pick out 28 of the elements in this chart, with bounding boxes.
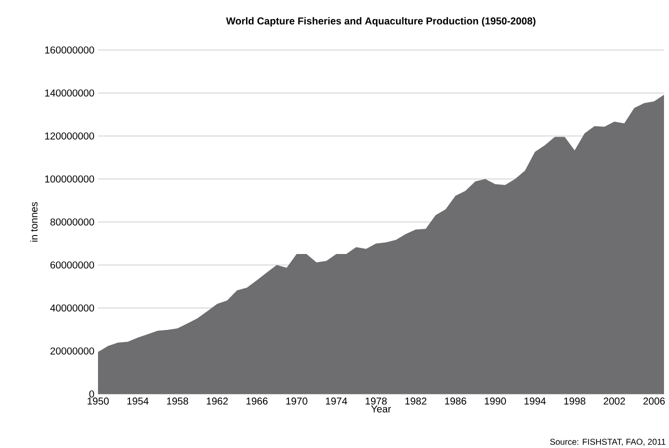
y-tick-label: 120000000 xyxy=(45,132,94,140)
y-tick-label: 60000000 xyxy=(50,261,94,269)
y-tick-label: 0 xyxy=(89,390,94,398)
x-tick-label: 1974 xyxy=(326,398,348,405)
x-tick-label: 1982 xyxy=(405,398,426,405)
x-tick-label: 1950 xyxy=(88,398,109,405)
x-tick-label: 1958 xyxy=(167,398,188,405)
x-tick-label: 1966 xyxy=(246,398,268,405)
x-tick-label: 1954 xyxy=(127,398,149,405)
x-tick-label: 1990 xyxy=(484,398,506,405)
x-tick-label: 1986 xyxy=(445,398,466,405)
x-tick-label: 2006 xyxy=(643,398,665,405)
x-tick-label: 1998 xyxy=(564,398,586,405)
x-tick-label: 1978 xyxy=(366,398,387,405)
chart-title: World Capture Fisheries and Aquaculture Production (1950-2008) xyxy=(226,17,536,26)
source-note: Source: FISHSTAT, FAO, 2011 xyxy=(550,438,666,446)
y-tick-label: 40000000 xyxy=(50,304,94,312)
y-tick-label: 20000000 xyxy=(50,347,94,355)
x-tick-label: 1994 xyxy=(524,398,546,405)
x-tick-label: 1962 xyxy=(206,398,228,405)
y-axis-title: in tonnes xyxy=(30,202,38,242)
x-tick-label: 1970 xyxy=(286,398,308,405)
y-tick-label: 160000000 xyxy=(45,46,94,54)
y-tick-label: 140000000 xyxy=(45,89,94,97)
y-tick-label: 100000000 xyxy=(45,175,94,183)
y-tick-label: 80000000 xyxy=(50,218,94,226)
x-tick-label: 2002 xyxy=(604,398,625,405)
x-axis-title: Year xyxy=(371,405,391,412)
